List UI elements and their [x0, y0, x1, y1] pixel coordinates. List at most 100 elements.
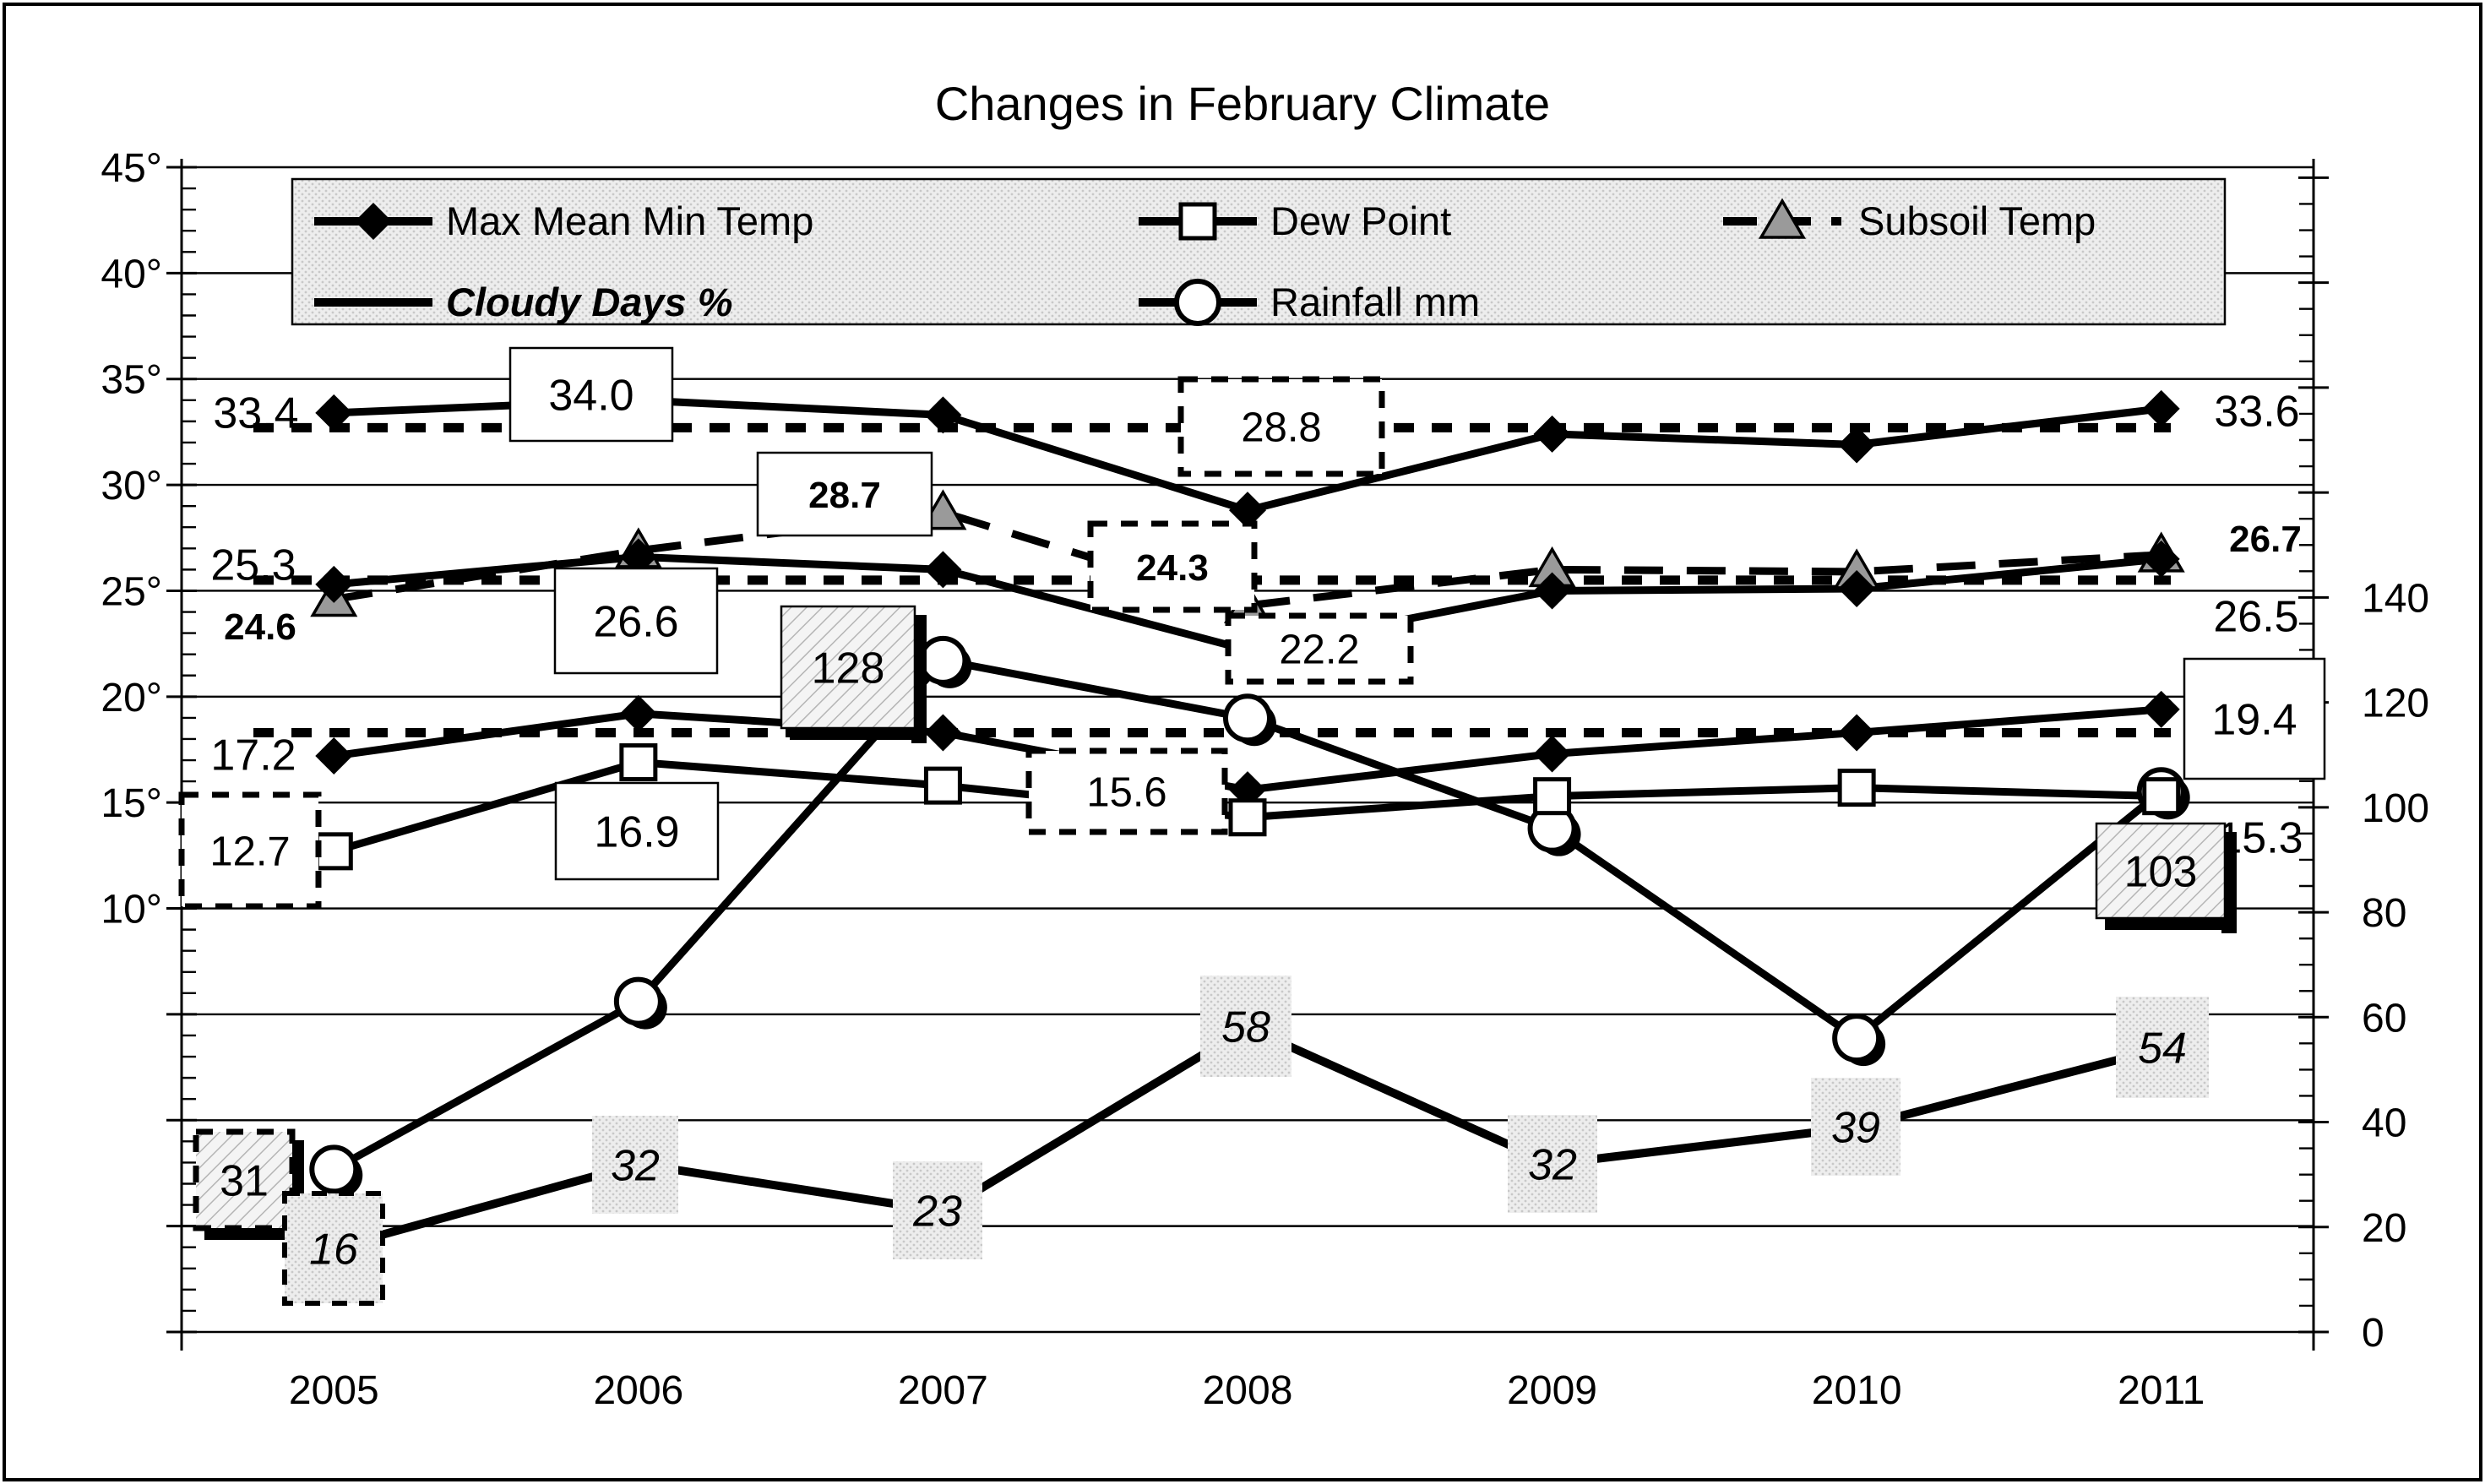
data-label: 33.6: [2214, 388, 2299, 437]
marker-diamond-max: [1229, 492, 1266, 530]
marker-diamond-max: [315, 394, 353, 432]
right-axis-tick-label: 0: [2362, 1311, 2384, 1356]
data-label: 26.6: [593, 598, 678, 647]
marker-diamond-mean: [1533, 572, 1571, 610]
marker-diamond-mean: [315, 565, 353, 603]
marker-square-dew: [1837, 769, 1876, 807]
data-label: 34.0: [548, 372, 633, 421]
label-box: [592, 1116, 678, 1214]
legend-label: Rainfall mm: [1270, 280, 1480, 324]
right-axis-tick-label: 140: [2362, 576, 2429, 621]
label-box: [2183, 657, 2326, 780]
marker-diamond-min: [315, 737, 353, 775]
label-box: [780, 605, 916, 730]
axes: [166, 159, 2329, 1351]
x-axis-year-label: 2008: [1203, 1368, 1293, 1413]
data-label: 128: [812, 644, 885, 693]
marker-diamond-min: [1533, 735, 1571, 773]
data-label: 24.6: [224, 606, 296, 648]
data-label: 16: [309, 1226, 358, 1275]
left-axis-tick-label: 30°: [101, 464, 162, 508]
marker-square-dew: [923, 766, 962, 805]
label-box: [553, 567, 719, 675]
data-label: 31: [220, 1157, 269, 1206]
x-axis-year-label: 2007: [898, 1368, 988, 1413]
marker-circle-rainfall: [918, 635, 968, 685]
right-axis-tick-label: 100: [2362, 786, 2429, 831]
x-axis-year-label: 2009: [1507, 1368, 1597, 1413]
x-axis-year-label: 2006: [593, 1368, 683, 1413]
legend-label: Dew Point: [1270, 198, 1451, 243]
data-label: 54: [2138, 1025, 2187, 1074]
label-box: [554, 781, 720, 881]
legend-box: [291, 177, 2227, 326]
axis-tick-labels: 45° 40° 35° 30° 25° 20° 15° 10° 140 120 100 80 60 40 2…: [101, 146, 2429, 1413]
marker-square-dew: [1228, 798, 1267, 837]
label-box: [508, 346, 674, 443]
legend-circle-icon: [1174, 279, 1221, 326]
left-axis-tick-label: 40°: [101, 252, 162, 296]
right-axis-tick-label: 80: [2362, 891, 2406, 936]
label-box: [193, 1128, 296, 1231]
marker-diamond-min: [924, 714, 962, 752]
data-label: 26.7: [2229, 519, 2302, 560]
data-label: 19.4: [2211, 696, 2297, 745]
label-box: [2095, 822, 2227, 920]
data-label: 58: [1221, 1003, 1270, 1052]
right-axis-tick-label: 40: [2362, 1101, 2406, 1146]
legend-label: Max Mean Min Temp: [446, 198, 813, 243]
marker-diamond-min: [619, 694, 657, 732]
marker-diamond-mean: [924, 551, 962, 589]
marker-diamond-mean: [619, 538, 657, 576]
data-label: 16.9: [594, 808, 679, 857]
marker-diamond-max: [924, 396, 962, 434]
left-axis-tick-label: 15°: [101, 781, 162, 826]
gridlines: [182, 166, 2314, 1334]
marker-square-dew: [314, 832, 353, 871]
marker-diamond-max: [1533, 415, 1571, 453]
data-label: 28.8: [1241, 405, 1321, 451]
right-axis-tick-label: 20: [2362, 1206, 2406, 1251]
label-box: [1025, 747, 1228, 835]
marker-diamond-min: [2142, 690, 2180, 728]
data-label: 33.4: [213, 389, 298, 438]
label-box: [1508, 1115, 1597, 1213]
legend: Max Mean Min Temp Dew Point Subsoil Temp Cl…: [291, 177, 2227, 326]
data-label: 26.5: [2213, 593, 2298, 642]
left-axis-tick-label: 10°: [101, 888, 162, 932]
marker-diamond-min: [1838, 714, 1876, 752]
legend-label: Subsoil Temp: [1858, 198, 2096, 243]
marker-square-dew: [2142, 777, 2181, 816]
marker-diamond-mean: [1838, 569, 1876, 607]
label-box: [1200, 976, 1291, 1077]
data-label: 22.2: [1279, 628, 1359, 673]
marker-circle-rainfall: [1832, 1014, 1882, 1063]
x-axis-year-label: 2005: [289, 1368, 379, 1413]
x-axis-year-label: 2011: [2118, 1368, 2205, 1413]
left-axis-tick-label: 45°: [101, 146, 162, 191]
data-label: 28.7: [808, 475, 881, 516]
label-box: [1225, 612, 1414, 685]
data-label: 32: [611, 1142, 660, 1191]
data-label: 25.3: [210, 541, 296, 590]
marker-diamond-max: [2142, 389, 2180, 427]
label-box: [1087, 520, 1258, 613]
left-axis-tick-label: 35°: [101, 358, 162, 403]
x-axis-year-label: 2010: [1812, 1368, 1902, 1413]
data-label: 17.2: [210, 731, 296, 780]
marker-square-dew: [1533, 777, 1572, 816]
legend-diamond-icon: [355, 203, 392, 240]
chart-title: Changes in February Climate: [935, 77, 1550, 130]
data-label: 23: [912, 1188, 962, 1237]
legend-square-icon: [1178, 202, 1217, 241]
left-axis-tick-label: 25°: [101, 569, 162, 614]
data-label: 24.3: [1136, 547, 1209, 589]
legend-label: Cloudy Days %: [446, 280, 733, 324]
label-box: [2116, 997, 2209, 1098]
data-label: 103: [2124, 848, 2198, 897]
label-box: [1811, 1078, 1900, 1176]
data-label: 39: [1831, 1104, 1880, 1153]
right-axis-tick-label: 120: [2362, 682, 2429, 726]
